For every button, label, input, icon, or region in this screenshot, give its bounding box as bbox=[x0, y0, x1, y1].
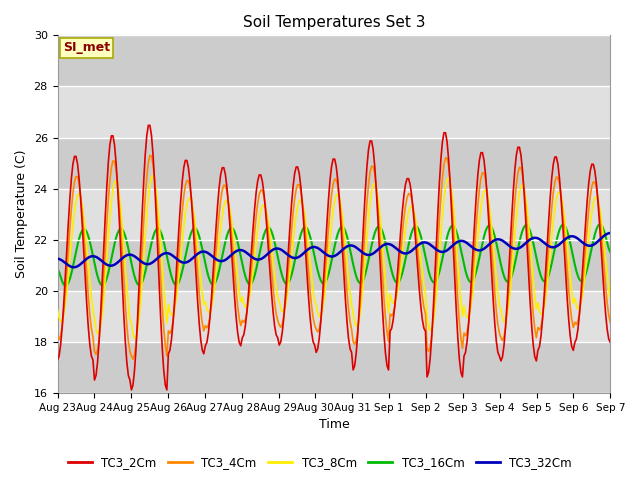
Bar bbox=[58, 86, 611, 138]
Legend: TC3_2Cm, TC3_4Cm, TC3_8Cm, TC3_16Cm, TC3_32Cm: TC3_2Cm, TC3_4Cm, TC3_8Cm, TC3_16Cm, TC3… bbox=[63, 452, 577, 474]
X-axis label: Time: Time bbox=[319, 419, 349, 432]
Bar bbox=[58, 138, 611, 189]
Bar bbox=[58, 291, 611, 342]
Title: Soil Temperatures Set 3: Soil Temperatures Set 3 bbox=[243, 15, 425, 30]
Bar bbox=[58, 342, 611, 393]
Bar bbox=[58, 189, 611, 240]
Bar bbox=[58, 36, 611, 86]
Y-axis label: Soil Temperature (C): Soil Temperature (C) bbox=[15, 150, 28, 278]
Text: SI_met: SI_met bbox=[63, 41, 110, 54]
Bar bbox=[58, 240, 611, 291]
